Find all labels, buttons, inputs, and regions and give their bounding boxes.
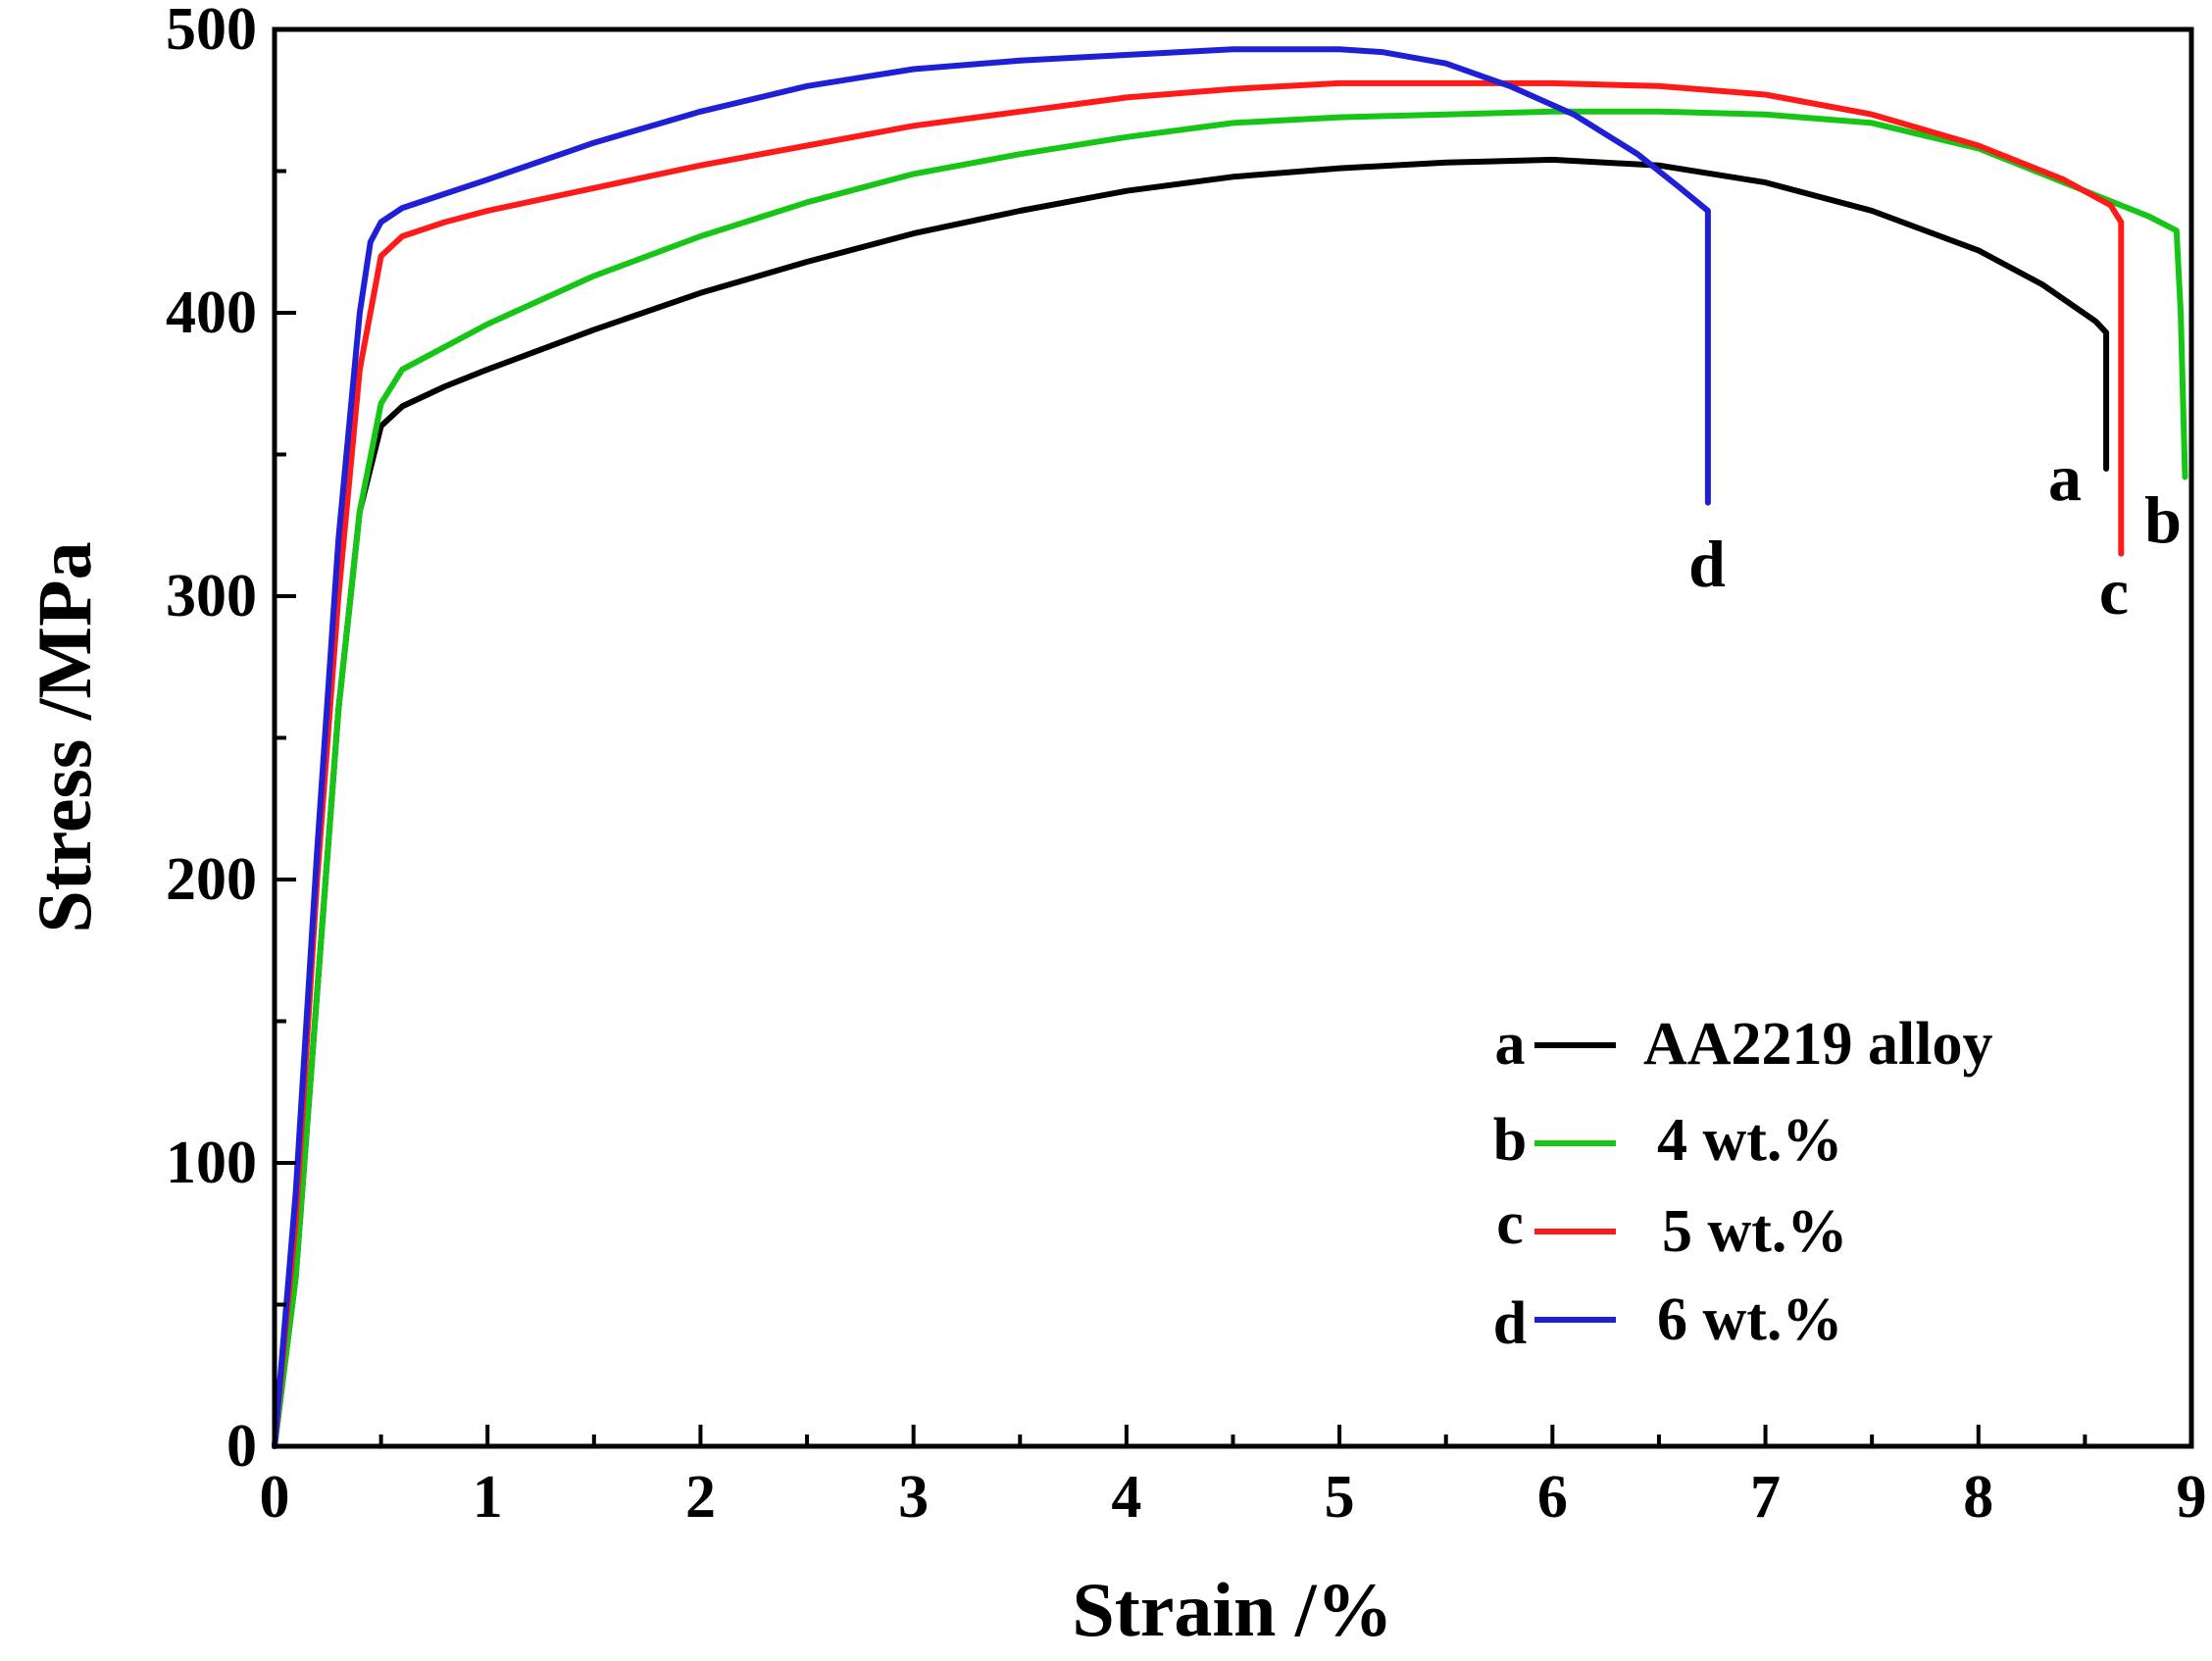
x-tick-label-1: 1 (473, 1464, 503, 1531)
y-tick-label-200: 200 (166, 846, 257, 913)
ticks-layer (273, 27, 2193, 1448)
legend-letter-b: b (1493, 1107, 1527, 1174)
legend-entry-b: b 4 wt.% (1493, 1107, 1843, 1174)
y-axis-title: Stress /MPa (22, 541, 107, 932)
x-axis-title: Strain /% (1072, 1567, 1392, 1652)
end-label-a: a (2048, 440, 2082, 515)
x-tick-label-3: 3 (898, 1464, 929, 1531)
legend: a AA2219 alloy b 4 wt.% c 5 wt.% d 6 wt.… (1493, 1011, 1993, 1357)
x-tick-label-2: 2 (685, 1464, 716, 1531)
y-tick-label-300: 300 (166, 563, 257, 629)
series-line-c (272, 79, 2125, 1449)
x-tick-label-6: 6 (1537, 1464, 1568, 1531)
legend-label-a: AA2219 alloy (1643, 1011, 1993, 1078)
x-tick-label-4: 4 (1111, 1464, 1141, 1531)
legend-label-c: 5 wt.% (1662, 1198, 1847, 1265)
legend-letter-c: c (1496, 1190, 1524, 1257)
y-tick-label-100: 100 (166, 1130, 257, 1196)
legend-letter-a: a (1495, 1011, 1526, 1078)
x-tick-label-9: 9 (2177, 1464, 2207, 1531)
end-labels-layer: a b c d (1688, 440, 2182, 629)
x-tick-label-5: 5 (1325, 1464, 1355, 1531)
legend-letter-d: d (1493, 1290, 1527, 1357)
end-label-d: d (1688, 527, 1726, 601)
end-label-b: b (2144, 482, 2182, 557)
tick-labels-layer: 0 1 2 3 4 5 6 7 8 9 0 100 200 300 400 500 (166, 0, 2207, 1531)
y-tick-label-500: 500 (166, 0, 257, 63)
plot-frame (272, 26, 2194, 1449)
legend-entry-a: a AA2219 alloy (1495, 1011, 1993, 1078)
legend-label-b: 4 wt.% (1657, 1107, 1842, 1174)
x-tick-label-8: 8 (1963, 1464, 1993, 1531)
end-label-c: c (2099, 554, 2129, 629)
curves-layer (272, 46, 2188, 1449)
x-tick-label-7: 7 (1750, 1464, 1781, 1531)
legend-label-d: 6 wt.% (1657, 1286, 1842, 1353)
x-tick-label-0: 0 (260, 1464, 290, 1531)
y-tick-label-0: 0 (226, 1413, 257, 1480)
legend-entry-d: d 6 wt.% (1493, 1286, 1843, 1357)
y-tick-label-400: 400 (166, 279, 257, 346)
series-line-b (272, 108, 2188, 1449)
legend-entry-c: c 5 wt.% (1496, 1190, 1847, 1265)
series-line-d (272, 46, 1711, 1449)
